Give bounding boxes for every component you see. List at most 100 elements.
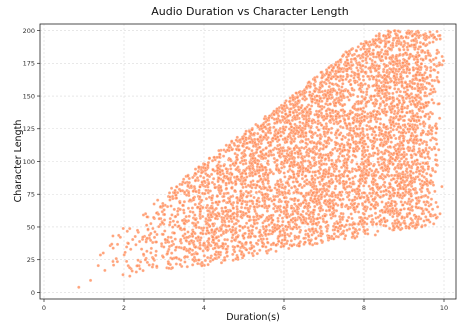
scatter-point bbox=[141, 252, 146, 256]
scatter-point bbox=[295, 190, 299, 194]
scatter-point bbox=[128, 274, 132, 278]
scatter-point bbox=[123, 250, 127, 255]
scatter-point bbox=[205, 245, 210, 249]
scatter-point bbox=[154, 249, 158, 253]
scatter-point bbox=[317, 220, 321, 225]
scatter-point bbox=[176, 209, 180, 213]
scatter-point bbox=[283, 116, 287, 121]
scatter-point bbox=[319, 81, 323, 85]
scatter-point bbox=[152, 215, 156, 220]
scatter-point bbox=[341, 70, 345, 74]
scatter-point bbox=[405, 88, 410, 92]
scatter-point bbox=[420, 73, 424, 77]
scatter-point bbox=[358, 178, 362, 182]
scatter-point bbox=[362, 155, 366, 159]
scatter-point bbox=[392, 80, 396, 84]
scatter-point bbox=[332, 232, 336, 236]
scatter-point bbox=[377, 106, 381, 110]
scatter-point bbox=[401, 61, 405, 65]
scatter-point bbox=[311, 215, 315, 219]
scatter-point bbox=[357, 184, 361, 188]
scatter-point bbox=[430, 98, 434, 102]
scatter-point bbox=[437, 102, 441, 106]
scatter-point bbox=[213, 246, 217, 250]
scatter-point bbox=[423, 44, 428, 48]
scatter-point bbox=[332, 121, 336, 126]
scatter-point bbox=[250, 149, 254, 153]
scatter-point bbox=[188, 210, 192, 214]
scatter-point bbox=[415, 158, 419, 162]
scatter-point bbox=[371, 101, 375, 105]
scatter-point bbox=[360, 126, 365, 131]
scatter-point bbox=[373, 211, 378, 215]
scatter-point bbox=[372, 173, 376, 178]
scatter-point bbox=[369, 220, 373, 224]
scatter-point bbox=[438, 37, 442, 41]
scatter-point bbox=[238, 224, 242, 228]
scatter-point bbox=[382, 160, 386, 165]
scatter-point bbox=[253, 234, 257, 239]
scatter-point bbox=[393, 166, 398, 170]
scatter-point bbox=[369, 97, 373, 102]
scatter-point bbox=[121, 226, 125, 231]
scatter-point bbox=[373, 151, 377, 155]
scatter-point bbox=[225, 175, 229, 179]
scatter-point bbox=[145, 236, 149, 240]
scatter-point bbox=[125, 245, 129, 249]
scatter-point bbox=[239, 205, 244, 210]
scatter-point bbox=[272, 222, 277, 227]
scatter-point bbox=[327, 184, 331, 188]
scatter-point bbox=[220, 169, 225, 173]
scatter-point bbox=[257, 145, 262, 149]
scatter-point bbox=[264, 146, 268, 150]
scatter-point bbox=[296, 198, 300, 203]
scatter-point bbox=[295, 128, 299, 133]
scatter-point bbox=[376, 152, 380, 156]
scatter-point bbox=[210, 159, 215, 163]
scatter-point bbox=[400, 104, 404, 109]
scatter-point bbox=[413, 103, 417, 107]
scatter-point bbox=[299, 212, 303, 217]
scatter-point bbox=[362, 47, 366, 51]
scatter-point bbox=[271, 230, 275, 234]
scatter-point bbox=[219, 261, 224, 265]
scatter-point bbox=[405, 111, 409, 115]
scatter-point bbox=[423, 114, 427, 118]
scatter-point bbox=[340, 142, 344, 146]
scatter-point bbox=[315, 241, 319, 246]
scatter-point bbox=[208, 218, 213, 222]
scatter-point bbox=[264, 224, 268, 229]
scatter-point bbox=[440, 184, 444, 189]
scatter-point bbox=[167, 223, 172, 227]
scatter-point bbox=[285, 181, 290, 185]
scatter-point bbox=[410, 149, 415, 153]
scatter-point bbox=[299, 151, 303, 156]
scatter-point bbox=[145, 249, 149, 253]
scatter-point bbox=[283, 200, 288, 204]
scatter-point bbox=[403, 81, 408, 85]
scatter-point bbox=[180, 189, 185, 193]
scatter-point bbox=[334, 120, 339, 124]
scatter-point bbox=[182, 211, 186, 215]
scatter-point bbox=[331, 75, 336, 79]
scatter-point bbox=[286, 191, 290, 195]
scatter-point bbox=[302, 217, 306, 222]
scatter-point bbox=[395, 111, 400, 116]
scatter-point bbox=[337, 63, 341, 67]
scatter-point bbox=[391, 60, 395, 64]
scatter-point bbox=[174, 185, 179, 189]
scatter-point bbox=[214, 206, 218, 211]
scatter-point bbox=[405, 74, 409, 78]
scatter-point bbox=[156, 212, 161, 216]
scatter-point bbox=[218, 191, 222, 196]
scatter-point bbox=[434, 56, 438, 60]
scatter-point bbox=[207, 174, 212, 179]
scatter-point bbox=[224, 181, 228, 185]
scatter-point bbox=[301, 194, 306, 198]
scatter-point bbox=[200, 260, 204, 265]
scatter-point bbox=[135, 228, 140, 232]
scatter-point bbox=[369, 126, 373, 130]
scatter-point bbox=[276, 131, 280, 135]
scatter-point bbox=[384, 202, 388, 206]
scatter-point bbox=[429, 138, 433, 142]
